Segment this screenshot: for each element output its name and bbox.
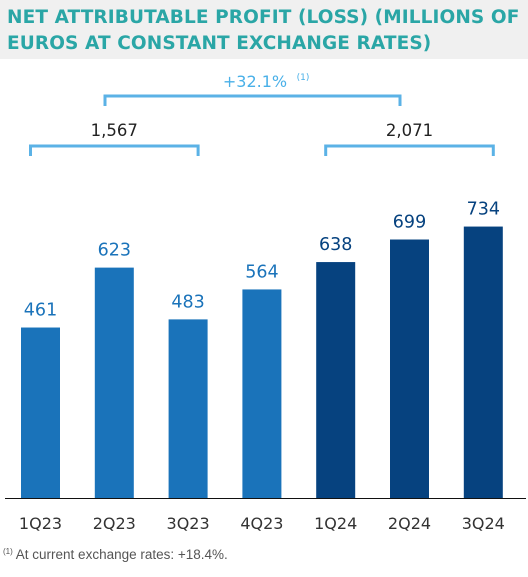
data-label: 734 [467,200,500,220]
group-bracket [29,144,200,156]
x-tick-label: 3Q23 [167,514,210,533]
bar-2q23 [94,267,134,498]
bar-3q24 [463,226,503,498]
x-tick-label: 2Q24 [388,514,431,533]
chart-title: NET ATTRIBUTABLE PROFIT (LOSS) (MILLIONS… [7,7,520,54]
x-tick-label: 1Q23 [19,514,62,533]
bracket-total-label: 2,071 [386,121,433,140]
x-tick-label: 1Q24 [314,514,357,533]
bar-3q23 [168,319,208,498]
bar-1q23 [21,327,60,498]
bar-4q23 [242,289,282,498]
footnote-marker: (1) [3,547,13,556]
growth-label: +32.1% [223,72,287,91]
x-tick-label: 4Q23 [240,514,283,533]
data-label: 483 [171,292,204,312]
title-banner [0,0,528,59]
data-label: 638 [319,235,352,255]
bar-2q24 [390,239,429,498]
bracket-total-label: 1,567 [91,121,138,140]
data-label: 699 [393,213,426,233]
bar-chart: 461 1Q23 623 2Q23 483 3Q23 564 4Q23 638 1Q24 699 2Q… [5,72,526,533]
growth-bracket [103,94,402,106]
x-tick-label: 3Q24 [462,514,505,533]
growth-footnote-marker: (1) [297,73,310,83]
footnote-text: At current exchange rates: +18.4%. [12,547,228,562]
data-label: 623 [98,241,131,261]
x-tick-label: 2Q23 [93,514,136,533]
bar-1q24 [316,262,356,498]
data-label: 461 [24,301,57,321]
footnote: (1) At current exchange rates: +18.4%. [3,547,228,562]
data-label: 564 [245,262,278,282]
group-bracket [324,144,495,156]
